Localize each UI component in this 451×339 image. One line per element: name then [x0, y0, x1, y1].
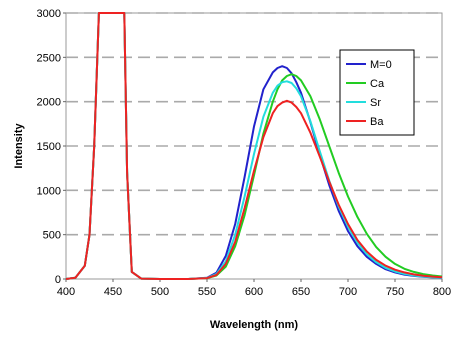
x-tick-label: 800: [433, 286, 451, 298]
y-tick-label: 1500: [37, 141, 61, 153]
x-tick-label: 450: [104, 286, 122, 298]
x-tick-label: 700: [339, 286, 357, 298]
y-tick-label: 500: [43, 230, 61, 242]
x-tick-label: 500: [151, 286, 169, 298]
y-tick-label: 2500: [37, 52, 61, 64]
legend-label: Sr: [370, 97, 381, 109]
x-tick-label: 600: [245, 286, 263, 298]
series-line-ba: [65, 12, 443, 280]
x-tick-label: 750: [386, 286, 404, 298]
y-axis-title: Intensity: [13, 123, 25, 169]
y-tick-label: 3000: [37, 8, 61, 20]
y-tick-label: 1000: [37, 185, 61, 197]
legend-label: Ba: [370, 116, 384, 128]
x-tick-label: 400: [57, 286, 75, 298]
legend-label: Ca: [370, 78, 385, 90]
legend-label: M=0: [370, 59, 392, 71]
axes: 0 500 1000 1500 2000 2500 3000 400 450 500 550 600 6…: [37, 8, 451, 298]
x-axis-title: Wavelength (nm): [210, 319, 299, 331]
legend: M=0 Ca Sr Ba: [339, 49, 415, 136]
x-tick-label: 550: [198, 286, 216, 298]
x-tick-label: 650: [292, 286, 310, 298]
y-tick-label: 2000: [37, 97, 61, 109]
series-lines: [65, 12, 443, 280]
y-tick-label: 0: [55, 274, 61, 286]
